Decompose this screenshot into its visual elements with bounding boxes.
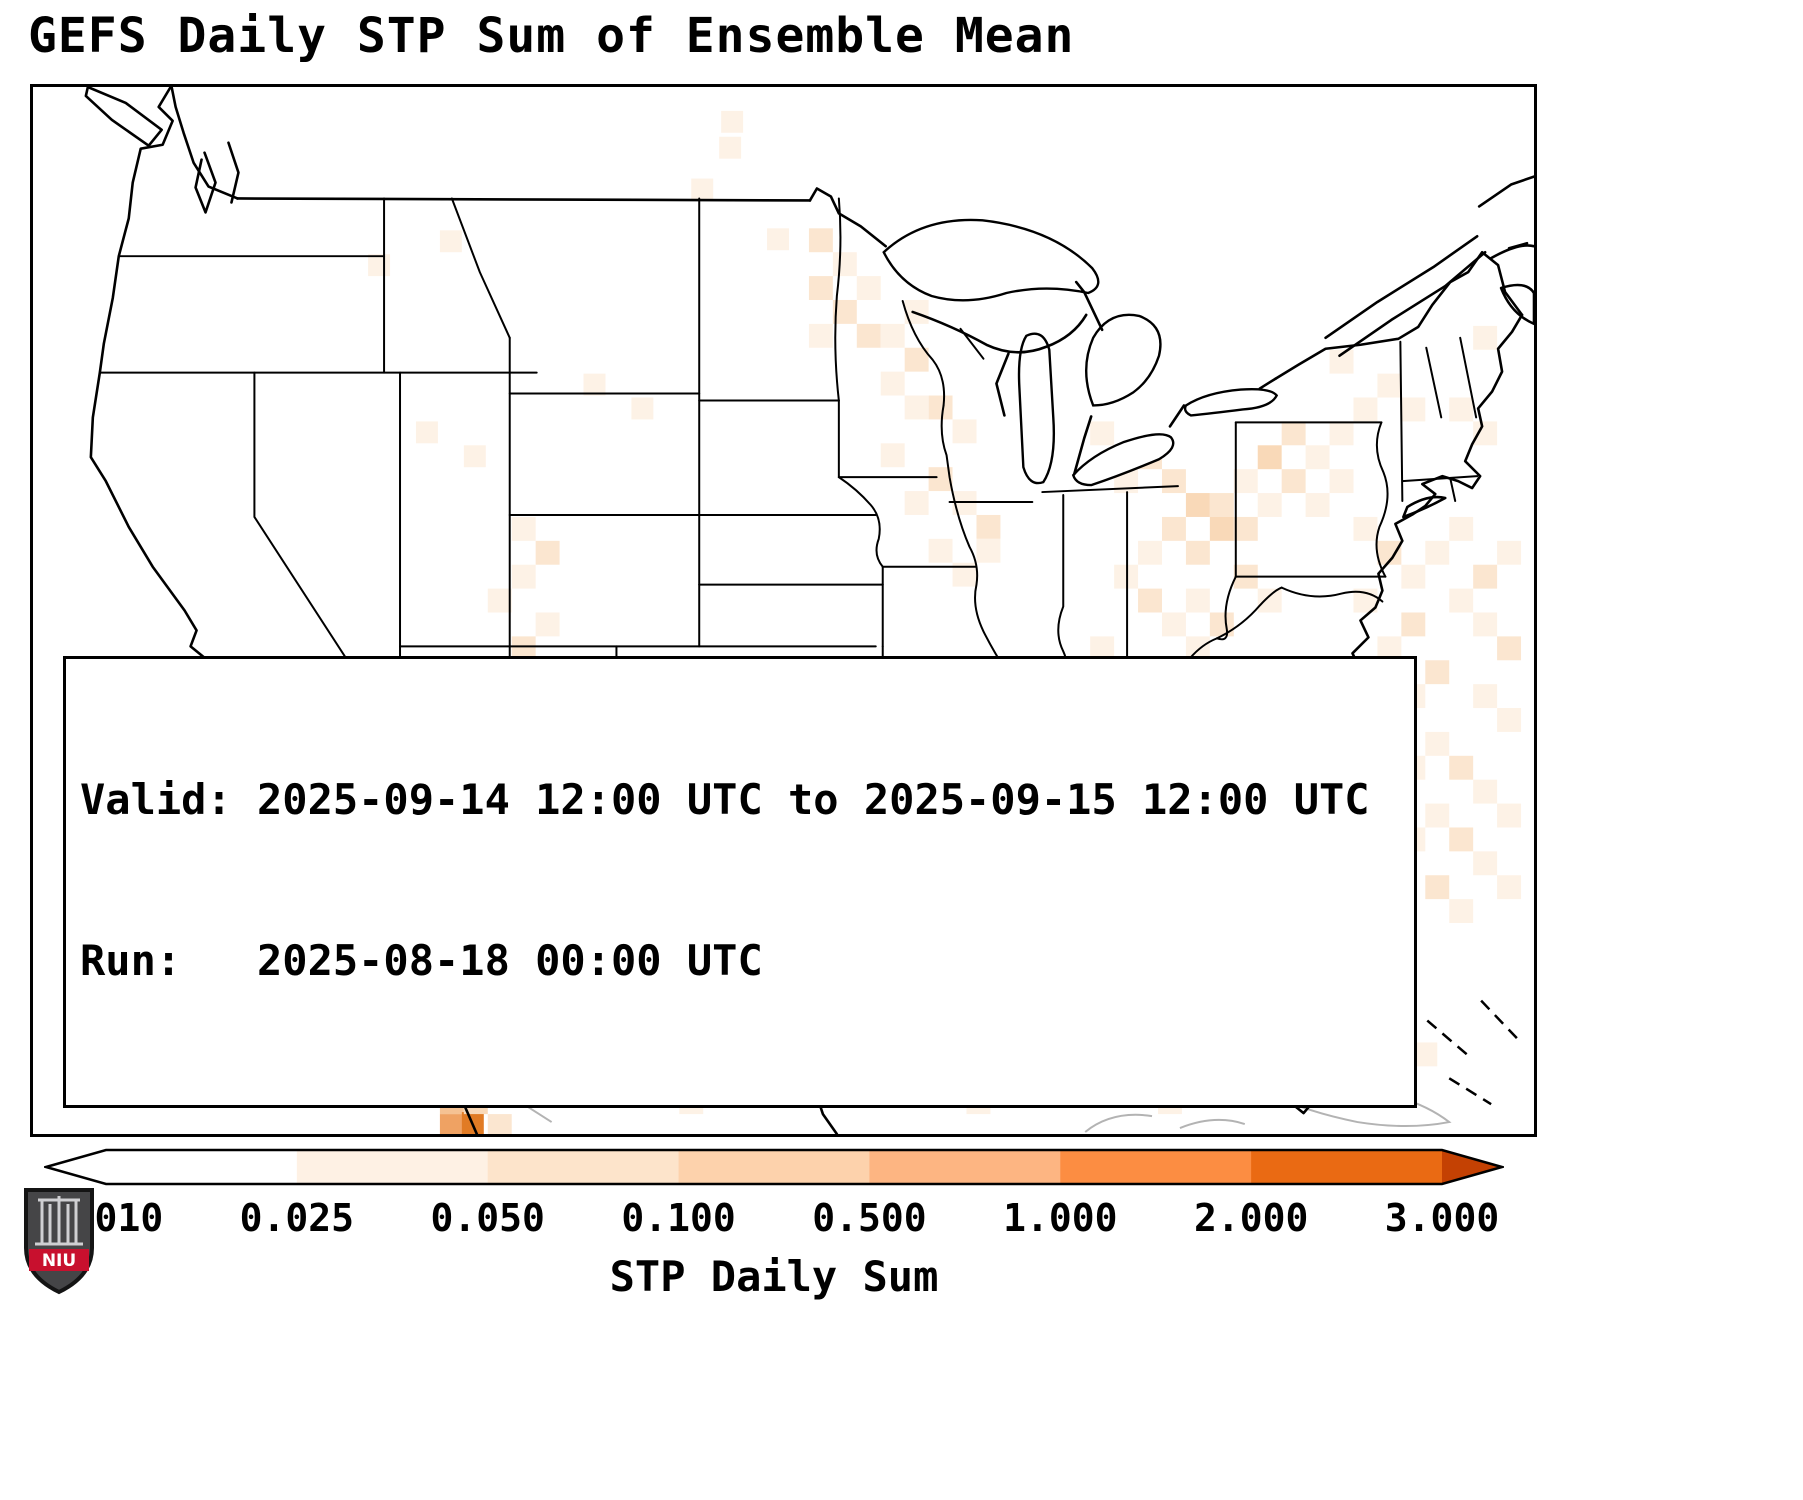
colorbar-tick-label: 3.000 [1384, 1196, 1500, 1240]
colorbar-tick-label: 0.025 [239, 1196, 355, 1240]
run-time-text: Run: 2025-08-18 00:00 UTC [80, 935, 763, 985]
niu-logo-text: NIU [42, 1251, 76, 1271]
colorbar-tick-label: 0.500 [812, 1196, 927, 1240]
page-title: GEFS Daily STP Sum of Ensemble Mean [28, 8, 1075, 64]
colorbar-tick-label: 0.100 [621, 1196, 736, 1240]
colorbar-tick-label: 1.000 [1003, 1196, 1118, 1240]
colorbar-gradient [44, 1148, 1504, 1186]
colorbar: 0.010 0.025 0.050 0.100 0.500 1.000 2.000 3.000… [44, 1146, 1504, 1316]
great-lakes [882, 218, 1279, 487]
map-figure: Valid: 2025-09-14 12:00 UTC to 2025-09-1… [30, 84, 1537, 1137]
info-box: Valid: 2025-09-14 12:00 UTC to 2025-09-1… [63, 656, 1417, 1108]
shield-icon: NIU [24, 1188, 94, 1295]
colorbar-tick-label: 0.050 [430, 1196, 545, 1240]
dashed-coastlines [1426, 999, 1520, 1106]
colorbar-label: STP Daily Sum [609, 1252, 939, 1301]
colorbar-tick-label: 2.000 [1193, 1196, 1309, 1240]
valid-range-text: Valid: 2025-09-14 12:00 UTC to 2025-09-1… [80, 774, 1370, 824]
building-glyph [35, 1196, 83, 1246]
niu-logo: NIU [22, 1186, 96, 1300]
